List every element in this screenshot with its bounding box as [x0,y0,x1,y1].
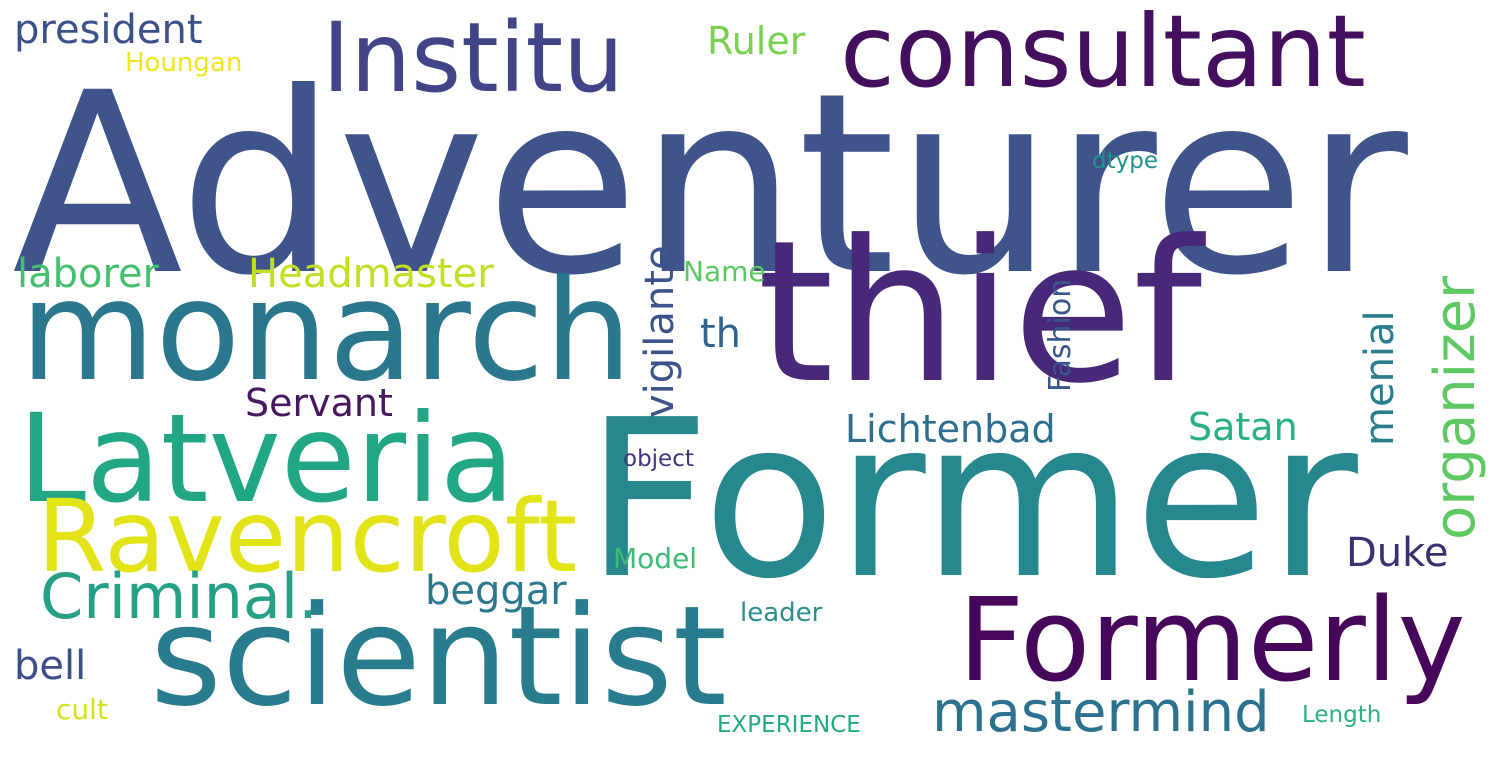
word-dtype: dtype [1092,148,1158,174]
word-president: president [14,7,203,53]
word-beggar: beggar [425,568,567,614]
word-th: th [700,311,742,357]
word-cult: cult [56,693,108,726]
word-model: Model [613,542,698,575]
word-headmaster: Headmaster [248,251,494,297]
word-criminal: Criminal. [40,560,318,633]
word-experience: EXPERIENCE [717,712,861,738]
word-thief: thief [757,199,1203,427]
word-ravencroft: Ravencroft [37,478,578,595]
word-vigilante: vigilante [637,245,683,418]
word-monarch: monarch [20,250,633,412]
word-servant: Servant [245,381,393,425]
word-institu: Institu [322,2,624,114]
word-fashion: Fashion [1043,278,1078,392]
word-adventurer: Adventurer [12,39,1408,330]
word-duke: Duke [1346,530,1449,576]
word-length: Length [1302,702,1382,728]
word-bell: bell [14,643,87,689]
word-latveria: Latveria [18,388,515,530]
word-lichtenbad: Lichtenbad [845,407,1056,451]
word-satan: Satan [1188,405,1298,449]
word-name: Name [683,255,766,288]
word-former: Former [585,374,1358,627]
word-houngan: Houngan [125,48,243,78]
word-leader: leader [740,598,823,628]
word-object: object [623,446,694,472]
word-mastermind: mastermind [932,680,1270,745]
word-formerly: Formerly [958,574,1466,708]
word-ruler: Ruler [707,19,806,63]
word-organizer: organizer [1423,275,1488,540]
word-laborer: laborer [17,251,160,297]
word-menial: menial [1357,310,1403,446]
word-consultant: consultant [840,0,1366,110]
word-scientist: scientist [150,576,727,737]
